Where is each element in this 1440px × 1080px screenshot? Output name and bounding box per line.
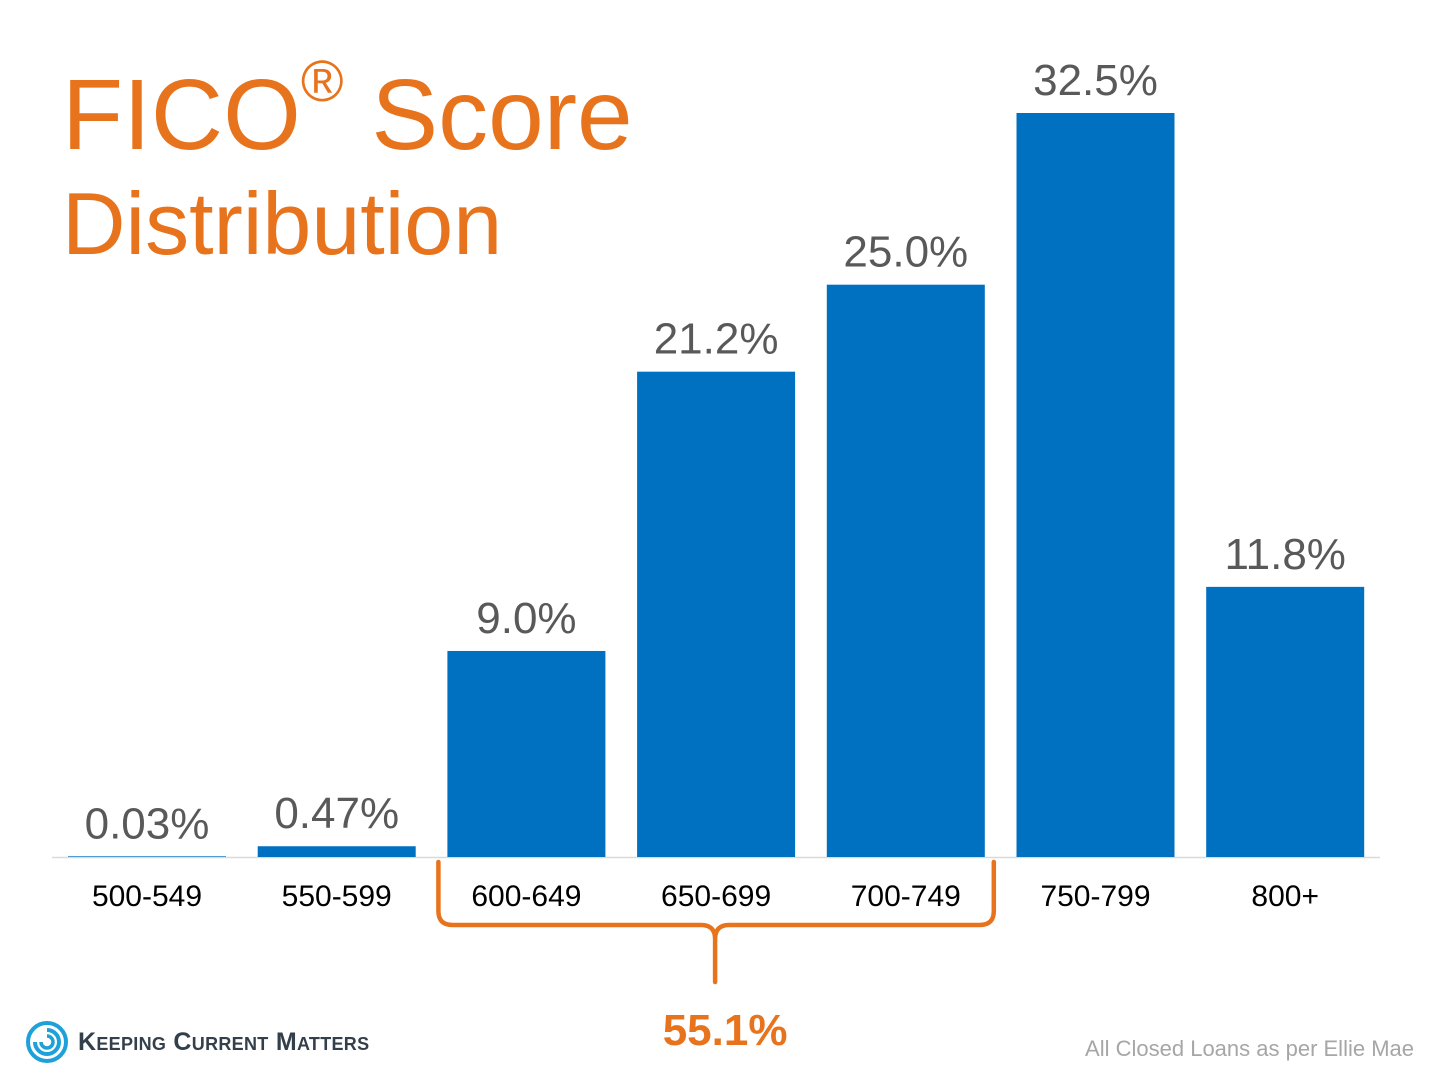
bar-800+: [1206, 586, 1365, 857]
category-label-750-799: 750-799: [1040, 880, 1150, 913]
source-note: All Closed Loans as per Ellie Mae: [1085, 1036, 1414, 1061]
bar-700-749: [826, 284, 985, 857]
value-label-500-549: 0.03%: [85, 799, 210, 848]
chart-title: FICO® Score Distribution: [62, 52, 633, 274]
title-main: FICO: [62, 59, 301, 171]
brand-logo: Keeping Current Matters: [26, 1021, 369, 1063]
value-label-800+: 11.8%: [1224, 530, 1346, 579]
category-label-650-699: 650-699: [661, 880, 771, 913]
category-label-550-599: 550-599: [282, 880, 392, 913]
category-label-800+: 800+: [1251, 880, 1319, 913]
category-label-600-649: 600-649: [471, 880, 581, 913]
title-main-suffix: Score: [343, 59, 633, 171]
title-subtitle: Distribution: [62, 174, 503, 273]
bracket-total-label: 55.1%: [663, 1006, 788, 1055]
bar-500-549: [68, 856, 226, 857]
value-label-550-599: 0.47%: [274, 789, 399, 838]
value-label-650-699: 21.2%: [654, 315, 779, 364]
swirl-logo-icon: [26, 1021, 68, 1063]
brand-name: Keeping Current Matters: [78, 1027, 370, 1056]
category-label-500-549: 500-549: [92, 880, 202, 913]
bar-750-799: [1016, 113, 1175, 857]
registered-mark: ®: [300, 49, 344, 114]
bracket-annotation: [436, 859, 997, 985]
title-line-1: FICO® Score: [62, 52, 633, 171]
value-label-700-749: 25.0%: [843, 228, 968, 277]
category-label-700-749: 700-749: [851, 880, 961, 913]
bar-550-599: [257, 846, 416, 857]
value-label-600-649: 9.0%: [476, 594, 576, 643]
bar-650-699: [637, 371, 796, 857]
bar-600-649: [447, 650, 606, 857]
value-label-750-799: 32.5%: [1033, 56, 1158, 105]
